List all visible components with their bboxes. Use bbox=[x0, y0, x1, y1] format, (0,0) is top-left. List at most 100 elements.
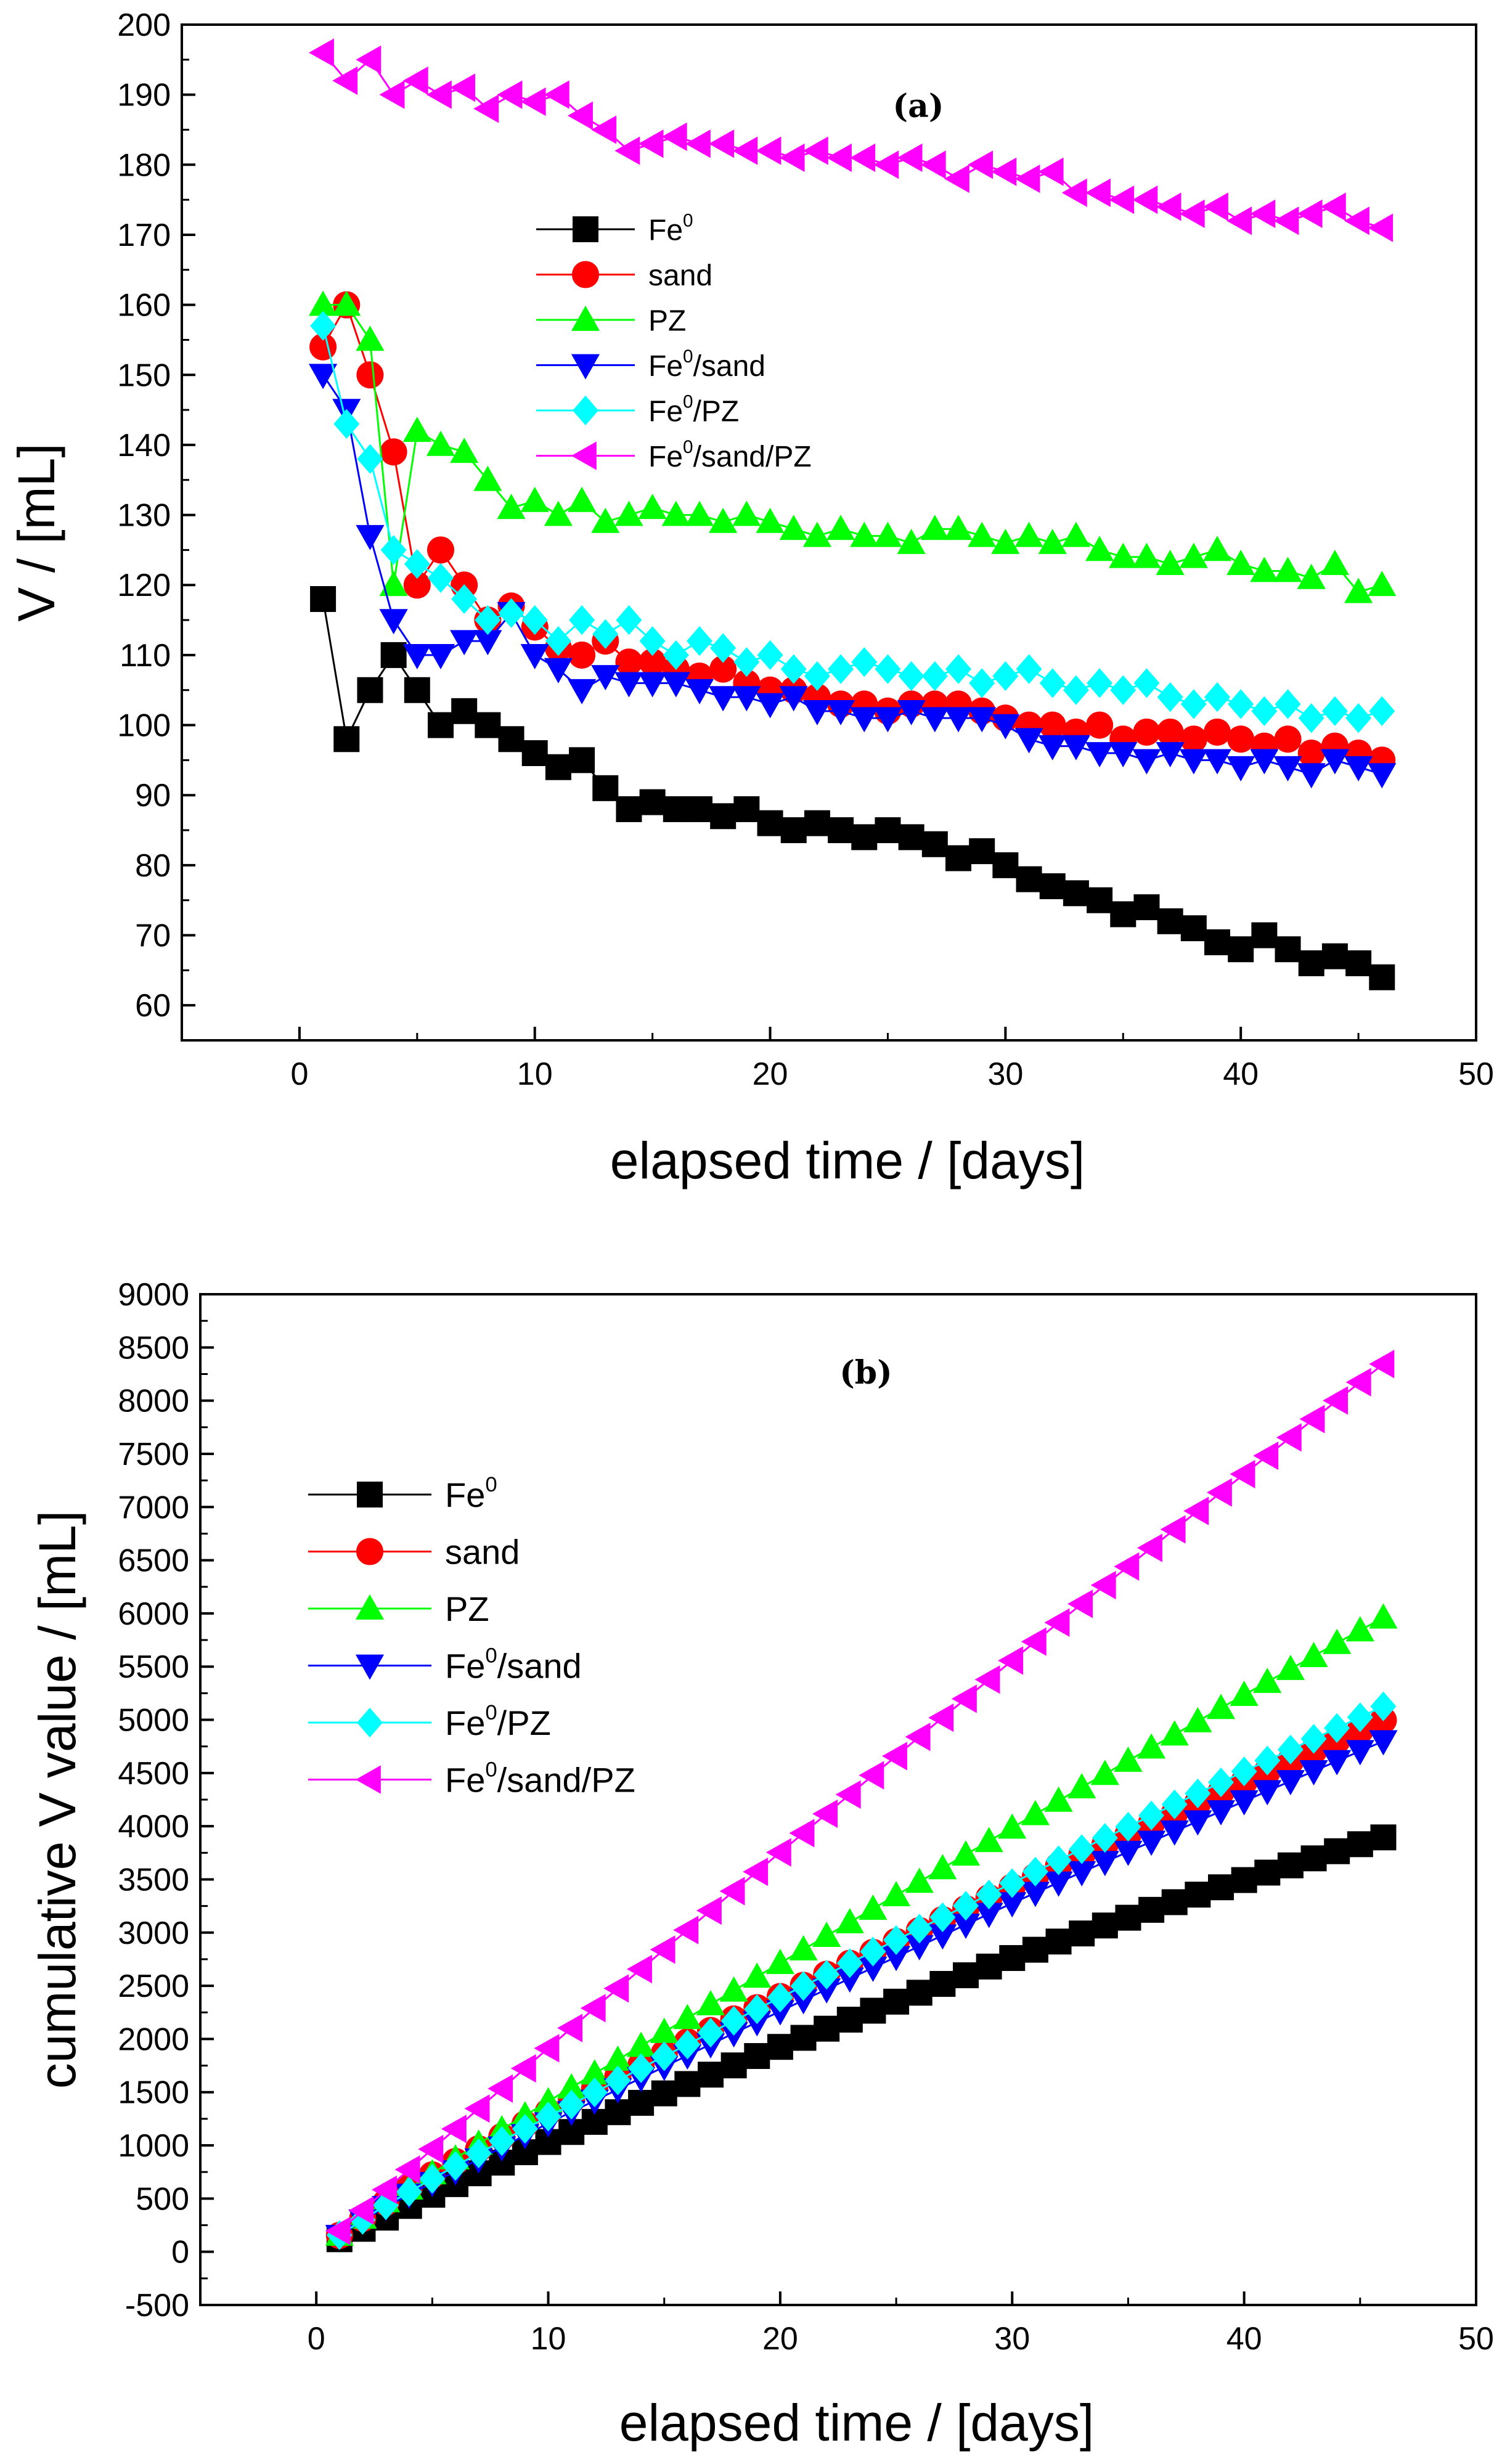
data-point bbox=[371, 2175, 397, 2205]
data-point bbox=[1039, 668, 1066, 698]
data-point bbox=[544, 658, 573, 683]
data-point bbox=[1156, 742, 1185, 768]
data-point bbox=[674, 2030, 701, 2060]
data-point bbox=[332, 66, 358, 96]
data-point bbox=[1067, 1861, 1096, 1887]
legend-label: sand bbox=[445, 1533, 520, 1572]
data-point bbox=[1320, 192, 1346, 221]
data-point bbox=[1044, 1608, 1070, 1637]
data-point bbox=[520, 486, 549, 512]
data-point bbox=[603, 1974, 629, 2003]
data-point bbox=[1253, 1441, 1279, 1471]
data-point bbox=[426, 430, 455, 456]
data-point bbox=[451, 584, 478, 614]
data-point bbox=[603, 2045, 632, 2071]
data-point bbox=[1109, 742, 1138, 768]
data-point bbox=[332, 290, 361, 316]
data-point bbox=[1253, 1780, 1282, 1806]
y-tick-label: 8500 bbox=[118, 1330, 189, 1366]
data-point bbox=[1045, 1928, 1072, 1955]
y-tick-label: 7000 bbox=[118, 1490, 189, 1525]
data-point bbox=[767, 1982, 793, 2013]
y-tick-label: 120 bbox=[117, 568, 171, 603]
data-point bbox=[544, 500, 573, 526]
data-point bbox=[404, 677, 430, 703]
data-point bbox=[698, 2017, 724, 2048]
data-point bbox=[974, 1827, 1003, 1853]
data-point bbox=[534, 2087, 563, 2113]
data-point bbox=[1044, 1786, 1073, 1812]
data-point bbox=[1369, 964, 1395, 990]
data-point bbox=[790, 2025, 817, 2051]
data-point bbox=[497, 494, 526, 520]
y-axis-title: cumulative V value / [mL] bbox=[28, 1511, 86, 2089]
data-point bbox=[789, 1989, 818, 2015]
data-point bbox=[802, 521, 832, 547]
data-point bbox=[851, 824, 878, 851]
x-tick-label: 20 bbox=[753, 1056, 788, 1092]
data-point bbox=[1273, 206, 1299, 235]
data-point bbox=[1297, 763, 1326, 789]
data-point bbox=[883, 1925, 910, 1956]
data-point bbox=[1250, 749, 1279, 775]
series-4 bbox=[326, 1691, 1397, 2250]
series-line bbox=[338, 1705, 1384, 2236]
data-point bbox=[1321, 696, 1348, 726]
data-point bbox=[1345, 1616, 1374, 1642]
data-point bbox=[639, 626, 666, 656]
data-point bbox=[450, 438, 479, 463]
data-point bbox=[1227, 725, 1255, 753]
data-point bbox=[1299, 1642, 1328, 1667]
series-0 bbox=[310, 585, 1395, 990]
data-point bbox=[1254, 1859, 1281, 1886]
data-point bbox=[308, 364, 338, 390]
data-point bbox=[1038, 528, 1067, 554]
data-point bbox=[1016, 866, 1042, 892]
data-point bbox=[356, 325, 385, 351]
y-tick-label: 5500 bbox=[118, 1649, 189, 1685]
legend-label: Fe0 bbox=[648, 211, 693, 247]
data-point bbox=[906, 1980, 933, 2006]
series-0 bbox=[326, 1824, 1397, 2253]
data-point bbox=[545, 754, 571, 780]
data-point bbox=[1061, 521, 1091, 547]
data-point bbox=[1156, 718, 1184, 746]
data-point bbox=[1250, 557, 1279, 582]
data-point bbox=[464, 2094, 490, 2123]
data-point bbox=[615, 648, 643, 676]
data-point bbox=[1044, 1871, 1073, 1897]
plot-frame bbox=[199, 1293, 1477, 2306]
data-point bbox=[1183, 1810, 1212, 1836]
data-point bbox=[1300, 1724, 1327, 1754]
series-4 bbox=[310, 311, 1395, 733]
data-point bbox=[443, 2151, 468, 2181]
data-point bbox=[897, 700, 926, 725]
data-point bbox=[1138, 1800, 1165, 1830]
data-point bbox=[333, 409, 360, 439]
y-tick-label: 4000 bbox=[118, 1809, 189, 1845]
data-point bbox=[1202, 749, 1232, 775]
data-point bbox=[638, 672, 667, 698]
data-point bbox=[498, 726, 524, 753]
data-point bbox=[999, 1945, 1026, 1972]
data-point bbox=[1061, 735, 1091, 761]
data-point bbox=[628, 2090, 655, 2116]
data-point bbox=[1069, 1834, 1095, 1864]
data-point bbox=[1160, 1515, 1186, 1544]
data-point bbox=[396, 2177, 422, 2207]
data-point bbox=[450, 630, 479, 656]
data-point bbox=[992, 661, 1019, 691]
x-tick-label: 20 bbox=[762, 2321, 798, 2357]
y-tick-label: 3500 bbox=[118, 1862, 189, 1898]
x-tick-label: 50 bbox=[1458, 2321, 1494, 2357]
data-point bbox=[1321, 943, 1348, 969]
data-point bbox=[451, 698, 478, 724]
data-point bbox=[1115, 1811, 1141, 1842]
data-point bbox=[1368, 763, 1397, 789]
data-point bbox=[859, 1956, 888, 1982]
data-point bbox=[1275, 689, 1301, 719]
data-point bbox=[743, 1962, 772, 1988]
data-point bbox=[356, 45, 382, 74]
y-axis-title: V / [mL] bbox=[7, 443, 65, 621]
y-tick-label: 70 bbox=[135, 918, 171, 954]
